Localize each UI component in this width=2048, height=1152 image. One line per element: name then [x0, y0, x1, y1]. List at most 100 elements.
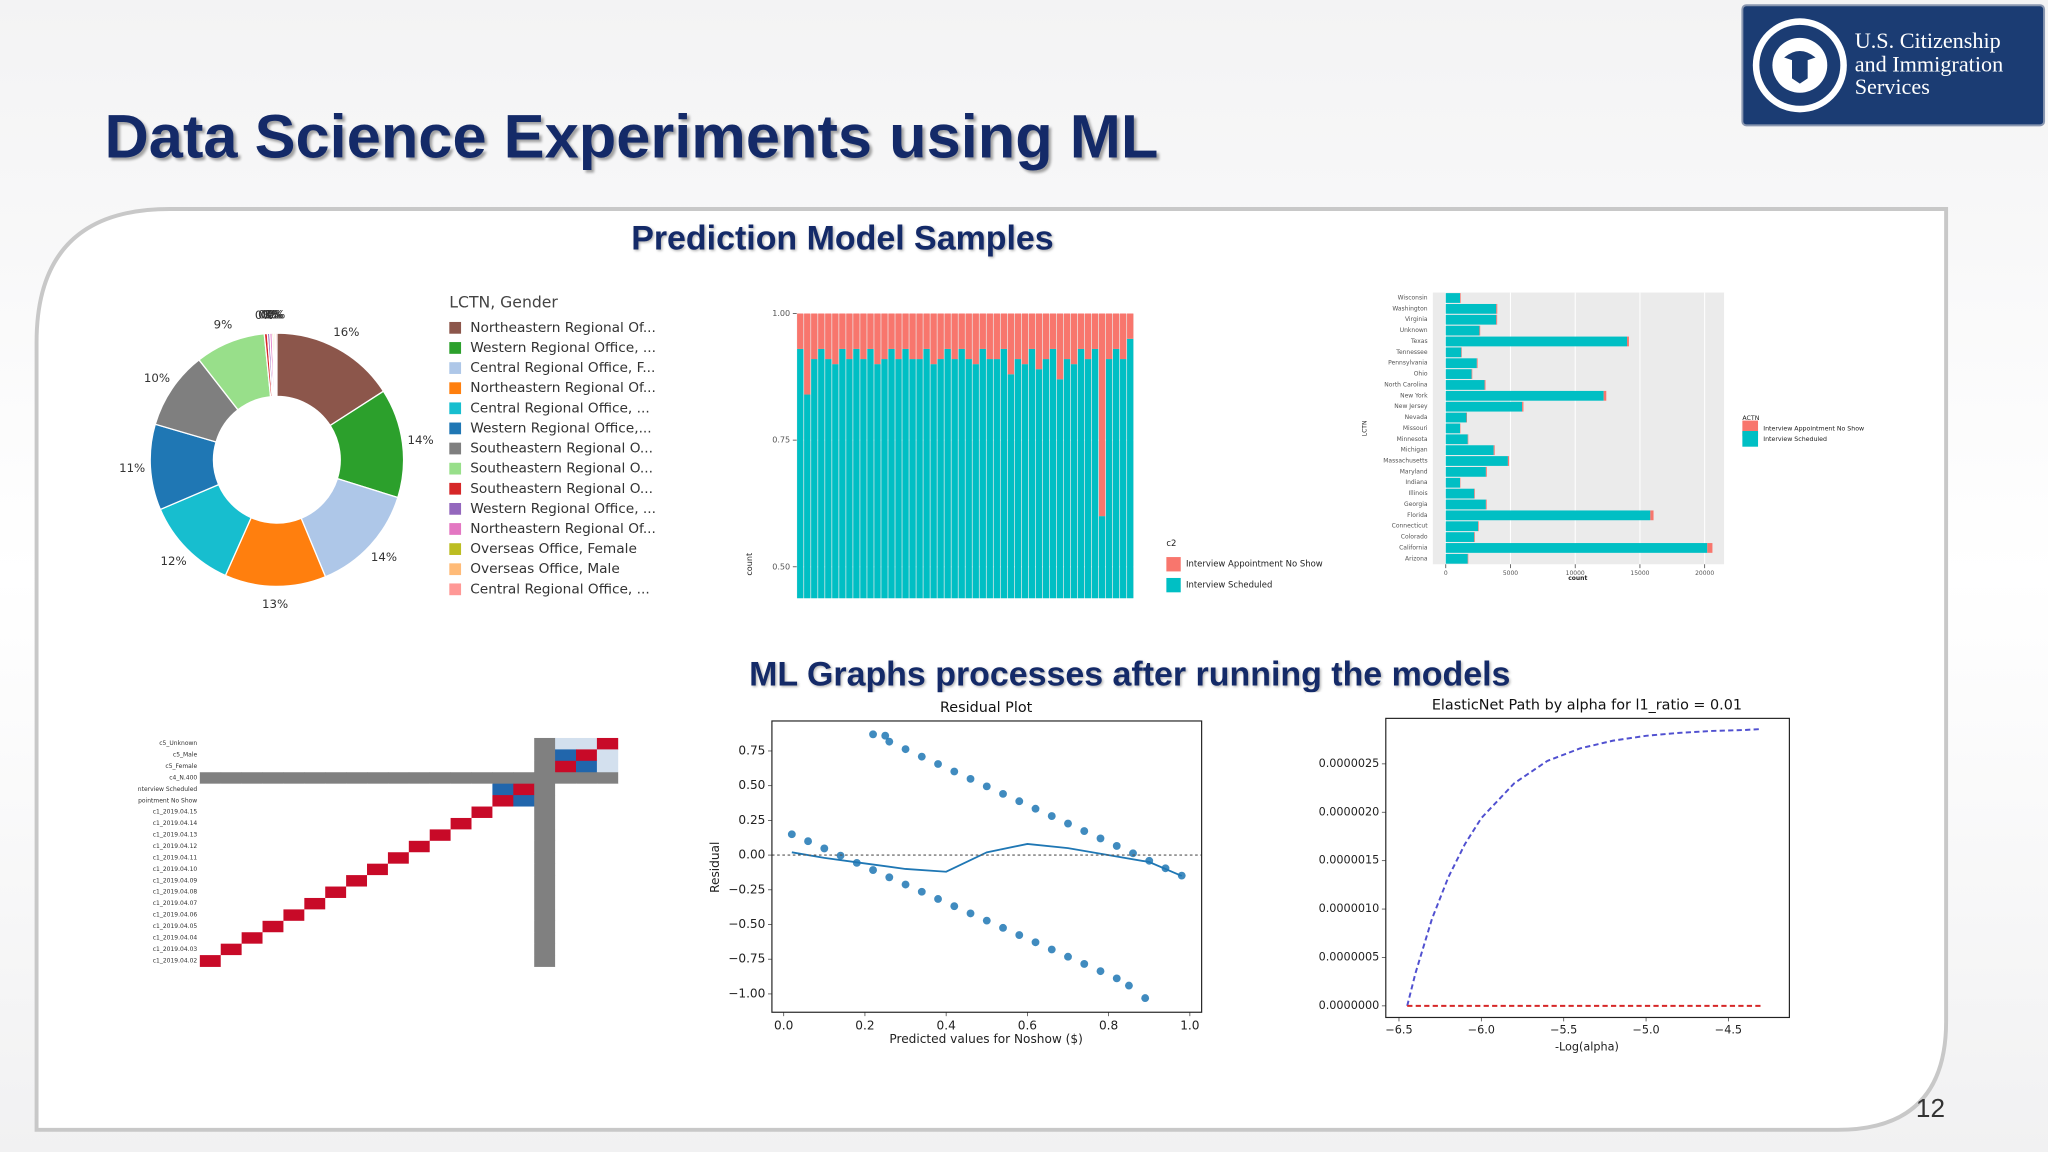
heatmap-cell — [304, 737, 326, 750]
legend-swatch — [449, 402, 462, 415]
bar-segment — [1474, 532, 1475, 542]
heatmap-cell — [220, 772, 243, 785]
heatmap-cell — [450, 840, 472, 853]
bar-segment — [937, 313, 944, 360]
heatmap-cell — [262, 783, 284, 796]
heatmap-cell — [450, 920, 472, 933]
bar-segment — [825, 359, 832, 599]
heatmap-cell — [596, 852, 619, 865]
legend-swatch — [449, 563, 462, 576]
heatmap-cell — [596, 795, 619, 807]
heatmap-cell — [513, 783, 535, 796]
heatmap-cell — [408, 909, 431, 922]
heatmap-cell — [220, 897, 243, 910]
heatmap-cell — [513, 840, 535, 853]
heatmap-cell — [241, 886, 263, 899]
point — [1096, 834, 1105, 843]
heatmap-cell — [262, 875, 284, 887]
heatmap-cell — [283, 932, 305, 945]
y-tick-label: c4_N.400 — [169, 774, 197, 781]
y-tick-label: c1_2019.04.12 — [153, 843, 198, 850]
y-tick-label: New Jersey — [1394, 403, 1428, 410]
heatmap-cell — [513, 943, 535, 956]
heatmap-cell — [450, 772, 472, 785]
heatmap-cell — [429, 897, 452, 910]
chart: 0 5000 10000 15000 20000 count LCTN Wisconsin Wa… — [1361, 292, 1864, 582]
slide-title: Data Science Experiments using ML — [104, 102, 1158, 171]
heatmap-cell — [596, 886, 619, 899]
heatmap-cell — [513, 886, 535, 899]
bar-segment — [1105, 359, 1113, 599]
legend-label: Southeastern Regional O... — [470, 461, 653, 477]
legend-label: Western Regional Office, ... — [470, 340, 656, 356]
y-tick-label: Ohio — [1414, 371, 1428, 378]
slice-label: 14% — [371, 550, 397, 564]
bar-segment — [993, 313, 1000, 360]
heatmap-cell — [367, 920, 389, 933]
heatmap-cell — [325, 806, 347, 819]
y-tick-label: Washington — [1392, 305, 1427, 312]
legend-title: LCTN, Gender — [449, 293, 558, 312]
heatmap-cell — [576, 863, 598, 876]
legend-swatch — [1166, 577, 1181, 593]
heatmap-cell — [534, 852, 556, 865]
heatmap-cell — [325, 795, 347, 807]
y-tick-label: 0.0000015 — [1319, 854, 1380, 867]
fit-line — [791, 843, 1183, 877]
heatmap-cell — [220, 737, 243, 750]
heatmap-cell — [429, 932, 452, 945]
heatmap-cell — [534, 783, 556, 796]
bar-segment — [1445, 456, 1508, 466]
heatmap-cell — [367, 909, 389, 922]
y-tick-label: 0.00 — [738, 848, 765, 862]
bar-segment — [1485, 466, 1487, 477]
x-tick-label: 1.0 — [1180, 1018, 1199, 1032]
heatmap-cell — [262, 863, 284, 876]
heatmap-cell — [346, 863, 368, 876]
bar-segment — [1445, 477, 1461, 488]
heatmap-cell — [283, 829, 305, 842]
y-tick-label: 0.0000000 — [1319, 999, 1380, 1012]
page-number: 12 — [1916, 1093, 1945, 1123]
heatmap-cell — [408, 806, 431, 819]
heatmap-cell — [283, 783, 305, 796]
heatmap-cell — [346, 772, 368, 785]
bar-segment — [867, 348, 874, 599]
heatmap-cell — [534, 863, 556, 876]
bar-segment — [1466, 412, 1467, 423]
heatmap-cell — [367, 840, 389, 853]
bar-segment — [881, 359, 888, 599]
heatmap-cell — [471, 737, 493, 750]
heatmap-cell — [283, 749, 305, 762]
heatmap-cell — [304, 943, 326, 956]
bar-segment — [1467, 553, 1469, 564]
heatmap-cell — [555, 806, 577, 819]
bar-segment — [1445, 303, 1497, 314]
bar-segment — [1084, 313, 1092, 360]
bar-segment — [1049, 348, 1057, 599]
heatmap-cell — [576, 783, 598, 796]
point — [934, 895, 942, 903]
heatmap-cell — [576, 943, 598, 956]
y-tick-label: c5_Male — [173, 752, 198, 759]
bar-segment — [846, 313, 853, 360]
point — [1112, 842, 1121, 850]
heatmap-cell — [471, 920, 493, 933]
heatmap-cell — [199, 840, 222, 853]
y-tick-label: c1_2019.04.06 — [153, 912, 198, 919]
legend-swatch — [449, 442, 462, 455]
heatmap-cell — [596, 943, 619, 956]
point — [966, 909, 975, 918]
heatmap-cell — [283, 897, 305, 910]
heatmap-cell — [429, 840, 452, 853]
heatmap-cell — [408, 760, 431, 773]
heatmap-cell — [367, 955, 389, 967]
bar-segment — [839, 348, 846, 599]
heatmap-cell — [220, 920, 243, 933]
heatmap-cell — [513, 863, 535, 876]
bar-segment — [1493, 445, 1495, 456]
heatmap-cell — [387, 749, 410, 762]
pie-slice — [274, 332, 278, 398]
heatmap-cell — [325, 760, 347, 773]
x-tick-label: 0.2 — [855, 1018, 874, 1032]
